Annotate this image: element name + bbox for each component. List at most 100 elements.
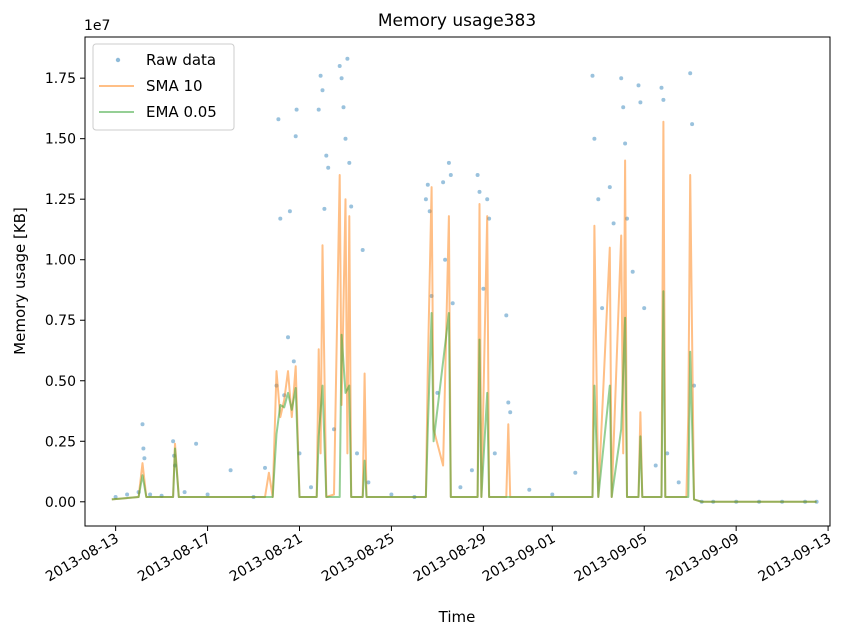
raw-data-point <box>309 485 313 490</box>
raw-data-point <box>441 180 446 185</box>
raw-data-point <box>642 306 647 311</box>
raw-data-point <box>142 456 147 461</box>
raw-data-point <box>573 470 578 475</box>
raw-data-point <box>324 153 329 158</box>
raw-data-point <box>366 480 371 485</box>
raw-data-point <box>592 136 597 141</box>
raw-data-point <box>278 216 283 221</box>
raw-data-point <box>550 492 555 497</box>
raw-data-point <box>623 141 628 146</box>
raw-data-point <box>492 451 497 456</box>
raw-data-point <box>337 64 342 68</box>
raw-data-point <box>326 165 331 170</box>
x-tick-label: 2013-09-09 <box>664 531 742 586</box>
raw-data-point <box>263 465 267 470</box>
x-tick-label: 2013-09-05 <box>572 531 650 586</box>
x-tick-label: 2013-08-17 <box>135 531 213 586</box>
y-tick-label: 0.50 <box>45 374 76 390</box>
y-axis: 0.00 0.25 0.50 0.75 1.00 1.25 1.50 1.75 <box>45 71 85 511</box>
raw-data-point <box>171 439 176 444</box>
raw-data-point <box>349 204 354 209</box>
raw-data-points <box>113 56 819 504</box>
legend-entry: Raw data <box>115 51 216 69</box>
raw-data-point <box>458 485 463 490</box>
y-axis-title: Memory usage [KB] <box>11 207 29 355</box>
raw-data-point <box>481 286 486 291</box>
raw-data-point <box>477 189 482 194</box>
y-tick-label: 1.00 <box>45 253 76 269</box>
legend-label: Raw data <box>146 51 216 69</box>
y-tick-label: 0.75 <box>45 313 76 329</box>
raw-data-point <box>294 107 299 112</box>
x-tick-label: 2013-08-25 <box>319 531 397 586</box>
raw-data-point <box>690 122 695 127</box>
raw-data-point <box>619 76 624 81</box>
raw-data-point <box>638 100 643 105</box>
raw-data-point <box>450 301 455 306</box>
legend-entry: SMA 10 <box>99 77 203 95</box>
x-axis-title: Time <box>438 608 476 626</box>
raw-data-point <box>316 107 321 112</box>
raw-data-point <box>506 400 511 405</box>
raw-data-point <box>636 83 641 88</box>
x-tick-label: 2013-09-13 <box>756 531 834 586</box>
x-tick-label: 2013-08-29 <box>411 531 489 586</box>
legend: Raw data SMA 10 EMA 0.05 <box>92 43 235 131</box>
raw-data-point <box>276 117 281 122</box>
y-scale-label: 1e7 <box>84 18 110 34</box>
raw-data-point <box>630 269 635 274</box>
raw-data-point <box>475 173 480 177</box>
legend-box <box>92 43 235 131</box>
raw-data-point <box>287 209 292 214</box>
raw-data-point <box>527 487 532 492</box>
raw-data-point <box>360 248 365 252</box>
raw-data-point <box>182 490 187 495</box>
raw-data-point <box>286 335 290 340</box>
y-tick-label: 1.25 <box>45 192 76 208</box>
raw-data-point <box>355 451 359 456</box>
chart-title: Memory usage383 <box>378 11 536 31</box>
raw-data-point <box>469 468 474 473</box>
x-tick-label: 2013-08-13 <box>43 531 121 586</box>
raw-data-point <box>446 160 451 165</box>
raw-data-point <box>320 88 325 93</box>
raw-data-point <box>389 492 394 497</box>
legend-entry: EMA 0.05 <box>99 103 217 121</box>
raw-data-point <box>425 182 430 187</box>
raw-data-point <box>347 160 352 165</box>
raw-data-point <box>621 105 626 110</box>
raw-data-point <box>596 197 601 202</box>
sma-10-line <box>111 120 817 503</box>
series-layer <box>111 56 819 504</box>
raw-data-point <box>590 73 595 78</box>
raw-data-point <box>676 480 681 485</box>
x-tick-label: 2013-08-21 <box>227 531 305 586</box>
x-axis: 2013-08-13 2013-08-17 2013-08-21 2013-08-25… <box>43 526 834 585</box>
y-tick-label: 0.25 <box>45 434 76 450</box>
raw-data-point <box>600 306 605 311</box>
ema-0-05-line <box>111 290 817 503</box>
raw-data-point <box>607 185 612 190</box>
raw-data-point <box>293 134 298 139</box>
raw-data-point <box>423 197 428 202</box>
y-tick-label: 1.75 <box>45 71 76 87</box>
x-tick-label: 2013-09-01 <box>480 531 558 586</box>
raw-data-point <box>322 206 327 211</box>
raw-data-point <box>291 359 296 364</box>
legend-marker <box>115 57 121 63</box>
y-tick-label: 1.50 <box>45 132 76 148</box>
legend-label: SMA 10 <box>146 77 203 95</box>
raw-data-point <box>448 173 453 177</box>
raw-data-point <box>343 136 348 141</box>
raw-data-point <box>659 85 664 90</box>
raw-data-point <box>228 468 233 473</box>
legend-label: EMA 0.05 <box>146 103 217 121</box>
raw-data-point <box>141 446 146 451</box>
raw-data-point <box>345 56 350 61</box>
raw-data-point <box>665 451 670 456</box>
raw-data-point <box>653 463 658 468</box>
y-tick-label: 0.00 <box>45 495 76 511</box>
raw-data-point <box>508 410 513 415</box>
raw-data-point <box>485 197 490 202</box>
raw-data-point <box>194 441 199 446</box>
